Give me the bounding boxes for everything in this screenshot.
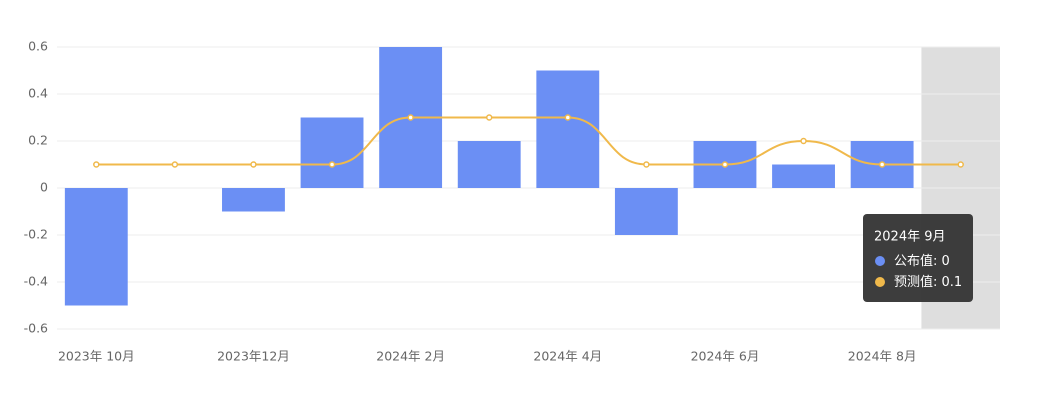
bar [64,188,128,306]
x-tick-label: 2024年 6月 [691,349,760,364]
x-tick-label: 2023年 10月 [58,349,135,364]
bar [300,117,364,188]
tooltip-part: 预测值 [894,274,933,290]
y-tick-label: 0.6 [28,39,48,54]
line-point [800,137,807,145]
tooltip-part: 0.1 [942,275,963,290]
line-point [485,114,493,121]
tooltip-part: : [933,275,942,290]
line-point [564,114,572,121]
bar [536,70,600,188]
x-tick-label: 2024年 2月 [376,349,445,364]
x-tick-label: 2023年12月 [217,349,290,364]
line-point [407,114,414,121]
tooltip-part: : [933,254,942,269]
tooltip-box [863,214,973,302]
y-tick-label: -0.4 [24,274,48,289]
tooltip-marker [875,256,885,266]
tooltip-part: 0 [942,254,950,269]
line-point [721,161,729,168]
x-tick-label: 2024年 4月 [533,349,602,364]
tooltip-title: 2024年 9月 [874,230,946,245]
y-tick-label: 0 [40,180,48,195]
bar [614,188,678,235]
tooltip-part: 公布值 [894,253,933,269]
line-point [171,161,179,168]
tooltip-marker [875,277,885,287]
line-point [878,161,886,168]
line-point [643,161,650,168]
line-point [957,161,964,168]
bar [222,188,285,212]
tooltip-entry: 公布值: 0 [894,253,950,269]
y-tick-label: -0.2 [24,227,48,242]
bar [457,141,521,188]
bar [772,164,835,188]
y-tick-label: -0.6 [24,321,48,336]
y-tick-label: 0.4 [28,86,48,101]
x-tick-label: 2024年 8月 [848,349,917,364]
line-point [93,161,100,168]
y-tick-label: 0.2 [28,133,48,148]
tooltip-entry: 预测值: 0.1 [894,274,962,290]
line-point [250,161,257,168]
line-point [328,161,336,168]
